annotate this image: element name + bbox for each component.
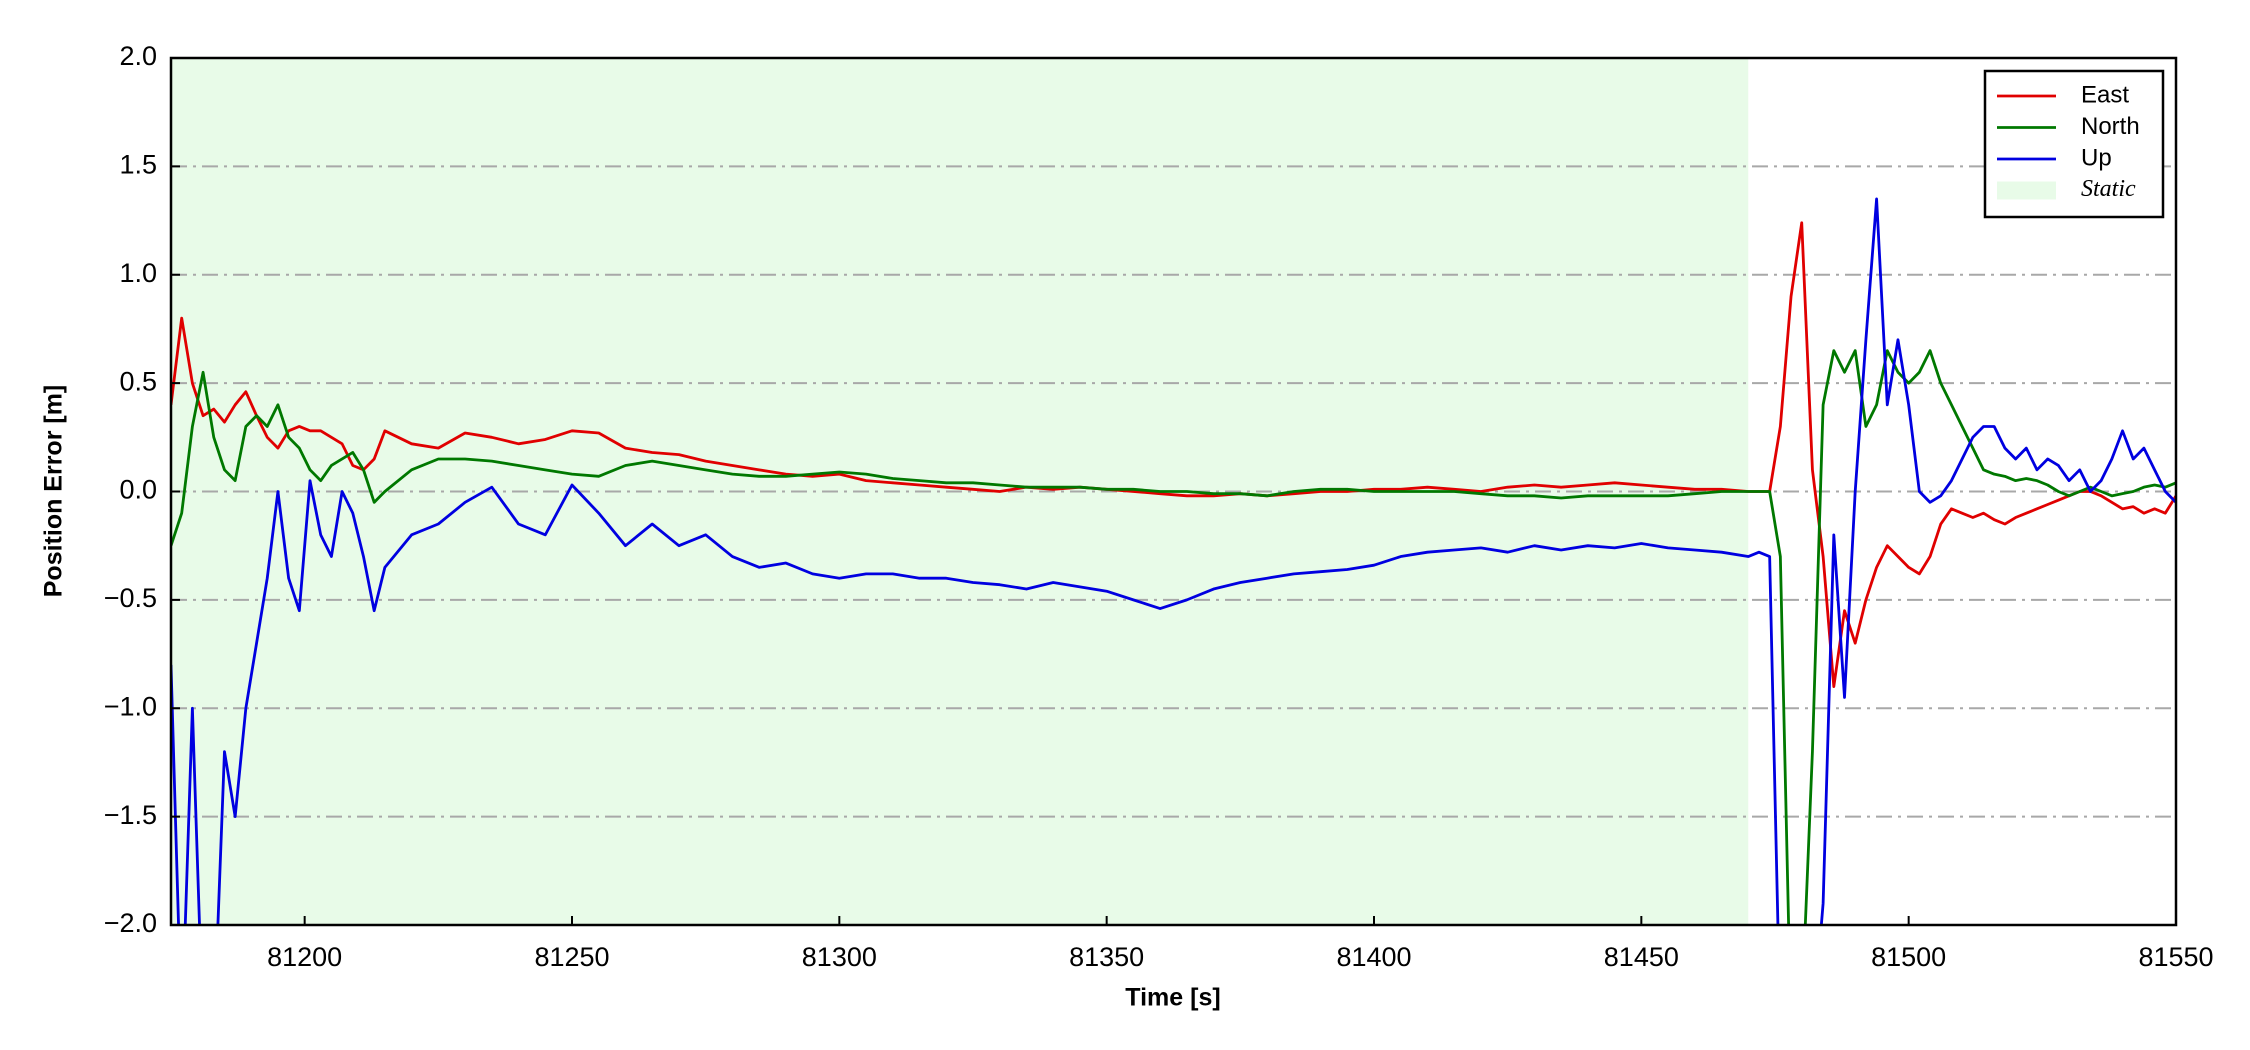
x-tick-label: 81550 <box>2138 942 2213 972</box>
x-tick-label: 81500 <box>1871 942 1946 972</box>
legend-label: North <box>2081 113 2140 140</box>
x-tick-label: 81400 <box>1336 942 1411 972</box>
series-line <box>171 197 2176 925</box>
x-tick-label: 81350 <box>1069 942 1144 972</box>
legend-label: Up <box>2081 144 2112 171</box>
legend: East North Up Static <box>1983 69 2165 219</box>
y-tick-label: 0.5 <box>119 366 157 396</box>
y-tick-label: −0.5 <box>104 583 157 613</box>
x-tick-label: 81250 <box>534 942 609 972</box>
plot-area <box>171 58 2176 925</box>
axes: −2.0 −1.5 −1.0 −0.5 0.0 0.5 1.0 1.5 2.0 81200 8125… <box>104 41 2214 972</box>
y-tick-label: −1.0 <box>104 691 157 721</box>
y-tick-label: −2.0 <box>104 908 157 938</box>
y-tick-label: 2.0 <box>119 41 157 71</box>
series-line <box>171 349 2176 925</box>
y-tick-label: −1.5 <box>104 800 157 830</box>
legend-label: East <box>2081 81 2129 108</box>
x-tick-label: 81300 <box>802 942 877 972</box>
legend-label: Static <box>2081 176 2136 202</box>
y-tick-label: 1.5 <box>119 150 157 180</box>
y-tick-label: 1.0 <box>119 258 157 288</box>
legend-swatch <box>1997 181 2056 200</box>
plot-frame <box>169 56 2178 927</box>
x-tick-label: 81200 <box>267 942 342 972</box>
y-axis-label: Position Error [m] <box>40 385 68 598</box>
y-tick-label: 0.0 <box>119 475 157 505</box>
x-tick-label: 81450 <box>1604 942 1679 972</box>
x-axis-label: Time [s] <box>1125 984 1220 1012</box>
series-line <box>171 221 2176 688</box>
